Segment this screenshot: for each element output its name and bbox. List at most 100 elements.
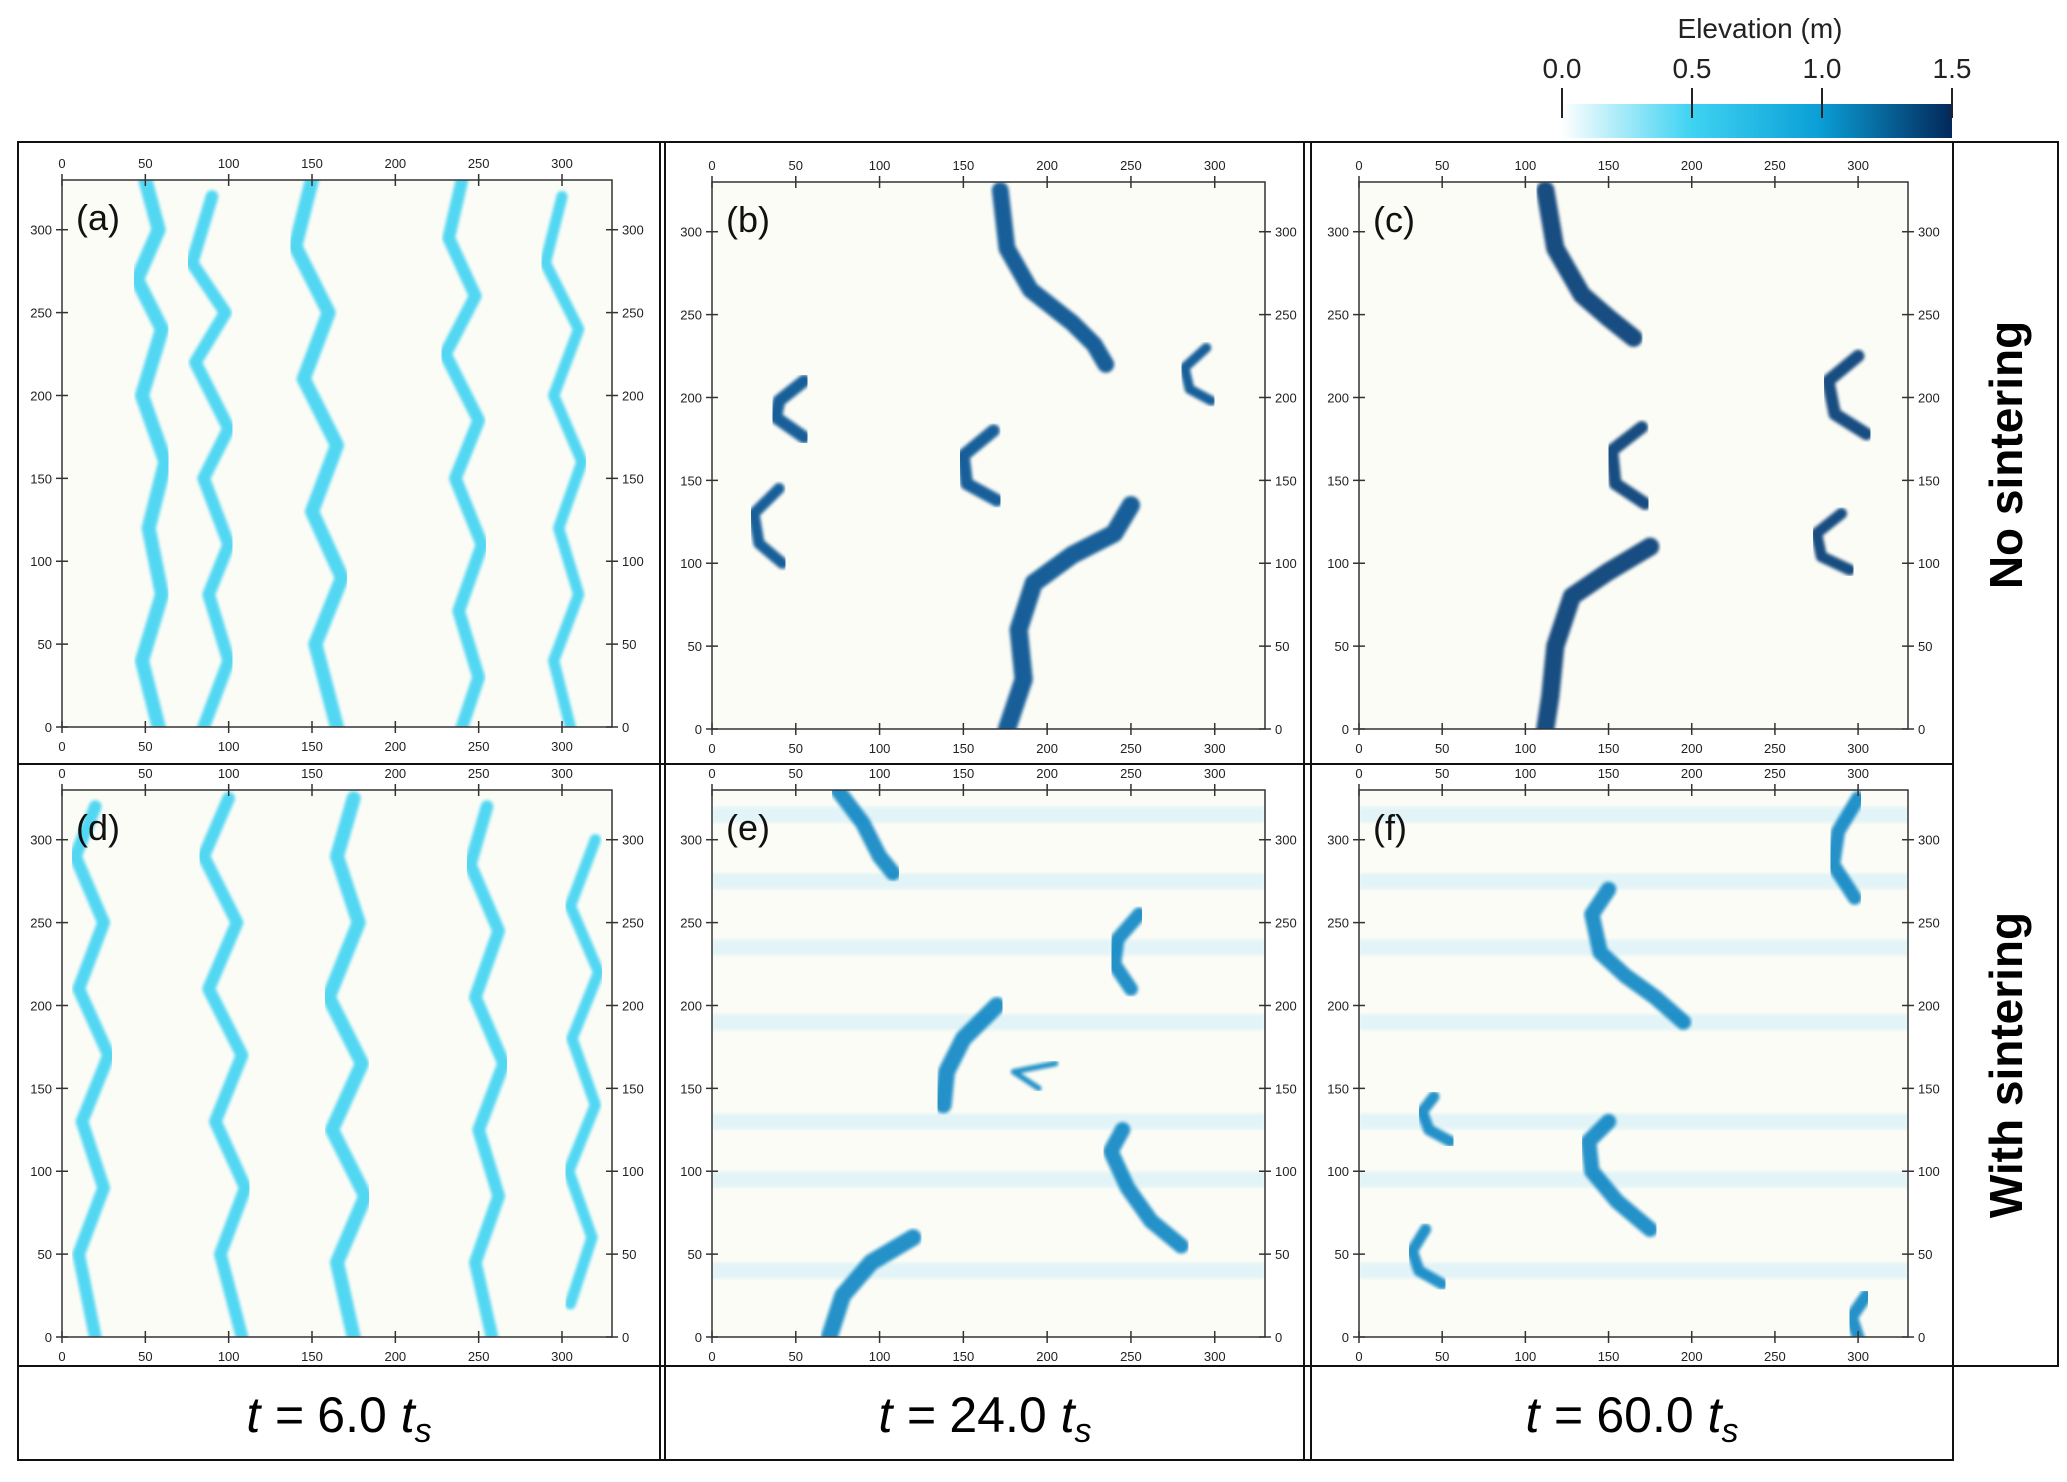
y-tick-label-left: 250 (30, 916, 52, 931)
y-tick-label-right: 300 (622, 833, 644, 848)
time-label: t = 6.0 ts (246, 1387, 431, 1450)
x-tick-label-top: 250 (1764, 766, 1786, 781)
y-tick-label-left: 250 (680, 308, 702, 323)
y-tick-label-left: 150 (680, 1081, 702, 1096)
x-tick-label-top: 100 (869, 158, 891, 173)
x-tick-label-bottom: 100 (218, 1349, 240, 1364)
dune-crest (288, 180, 349, 727)
x-tick-label-bottom: 50 (1435, 741, 1449, 756)
x-tick-label-top: 0 (58, 156, 65, 171)
x-tick-label-bottom: 100 (869, 1349, 891, 1364)
sintered-band (712, 1262, 1265, 1279)
time-label: t = 24.0 ts (879, 1387, 1092, 1450)
x-tick-label-bottom: 250 (1764, 1349, 1786, 1364)
y-tick-label-right: 250 (1275, 916, 1297, 931)
x-tick-label-bottom: 50 (1435, 1349, 1449, 1364)
y-tick-label-left: 50 (688, 639, 702, 654)
y-tick-label-left: 100 (680, 556, 702, 571)
x-tick-label-top: 150 (301, 156, 323, 171)
dune-crest (439, 180, 489, 727)
sintered-band (1359, 873, 1908, 890)
y-tick-label-left: 250 (1327, 308, 1349, 323)
sintered-band (1359, 1171, 1908, 1188)
dune-crest (1536, 537, 1660, 729)
dune-crest (748, 483, 788, 569)
x-tick-label-top: 0 (1355, 766, 1362, 781)
x-tick-label-bottom: 50 (789, 741, 803, 756)
y-tick-label-right: 0 (1918, 722, 1925, 737)
y-tick-label-right: 250 (1918, 308, 1940, 323)
sintered-band (1359, 939, 1908, 956)
x-tick-label-bottom: 250 (1120, 741, 1142, 756)
dune-crest (991, 182, 1115, 373)
dune-crest (829, 790, 901, 881)
plot-frame (61, 789, 613, 1338)
dune-field (1536, 182, 1873, 729)
x-tick-label-bottom: 250 (1764, 741, 1786, 756)
x-tick-label-top: 200 (384, 766, 406, 781)
dune-crest (769, 374, 811, 444)
x-tick-label-bottom: 100 (1515, 741, 1537, 756)
x-tick-label-bottom: 150 (301, 1349, 323, 1364)
y-tick-label-left: 300 (1327, 225, 1349, 240)
x-tick-label-top: 300 (551, 156, 573, 171)
y-tick-label-left: 50 (1335, 639, 1349, 654)
sintered-band (1359, 1113, 1908, 1130)
x-tick-label-bottom: 300 (1204, 741, 1226, 756)
colorbar-tick-label: 1.0 (1803, 53, 1842, 84)
x-tick-label-top: 150 (1598, 766, 1620, 781)
colorbar-tick-label: 0.0 (1543, 53, 1582, 84)
y-tick-label-left: 100 (1327, 1164, 1349, 1179)
plot-frame (711, 181, 1266, 730)
y-tick-label-left: 50 (688, 1247, 702, 1262)
dune-crest (1179, 342, 1217, 406)
panel-label: (e) (726, 807, 770, 848)
x-tick-label-bottom: 150 (953, 741, 975, 756)
y-tick-label-right: 200 (1918, 998, 1940, 1013)
plot-frame (61, 179, 613, 728)
y-tick-label-right: 150 (1275, 473, 1297, 488)
x-tick-label-bottom: 150 (301, 739, 323, 754)
x-tick-label-bottom: 200 (384, 1349, 406, 1364)
y-tick-label-left: 0 (695, 1330, 702, 1345)
dune-field (69, 791, 605, 1337)
x-tick-label-bottom: 0 (708, 1349, 715, 1364)
y-tick-label-left: 150 (30, 471, 52, 486)
dune-crest (1826, 791, 1866, 905)
y-tick-label-right: 50 (622, 637, 636, 652)
x-tick-label-bottom: 100 (218, 739, 240, 754)
y-tick-label-left: 50 (1335, 1247, 1349, 1262)
y-tick-label-right: 0 (1918, 1330, 1925, 1345)
y-tick-label-left: 300 (680, 225, 702, 240)
x-tick-label-bottom: 100 (1515, 1349, 1537, 1364)
colorbar-tick-label: 1.5 (1933, 53, 1972, 84)
dune-crest (69, 800, 115, 1337)
y-tick-label-left: 100 (30, 1164, 52, 1179)
y-tick-label-left: 200 (30, 388, 52, 403)
y-tick-label-right: 200 (622, 998, 644, 1013)
x-tick-label-bottom: 250 (1120, 1349, 1142, 1364)
y-tick-label-right: 0 (622, 720, 629, 735)
y-tick-label-left: 150 (680, 473, 702, 488)
y-tick-label-right: 250 (1918, 916, 1940, 931)
label-frame-right (1952, 141, 2059, 1367)
y-tick-label-left: 250 (30, 306, 52, 321)
y-tick-label-right: 100 (622, 1164, 644, 1179)
y-tick-label-right: 300 (1275, 833, 1297, 848)
x-tick-label-top: 150 (953, 766, 975, 781)
y-tick-label-left: 100 (1327, 556, 1349, 571)
x-tick-label-bottom: 50 (789, 1349, 803, 1364)
y-tick-label-right: 250 (1275, 308, 1297, 323)
dune-crest (957, 424, 1004, 507)
x-tick-label-top: 250 (1120, 766, 1142, 781)
y-tick-label-left: 250 (680, 916, 702, 931)
sintered-band (712, 873, 1265, 890)
x-tick-label-top: 100 (1515, 766, 1537, 781)
y-tick-label-right: 50 (1918, 639, 1932, 654)
sintered-band (1359, 1262, 1908, 1279)
x-tick-label-bottom: 0 (708, 741, 715, 756)
